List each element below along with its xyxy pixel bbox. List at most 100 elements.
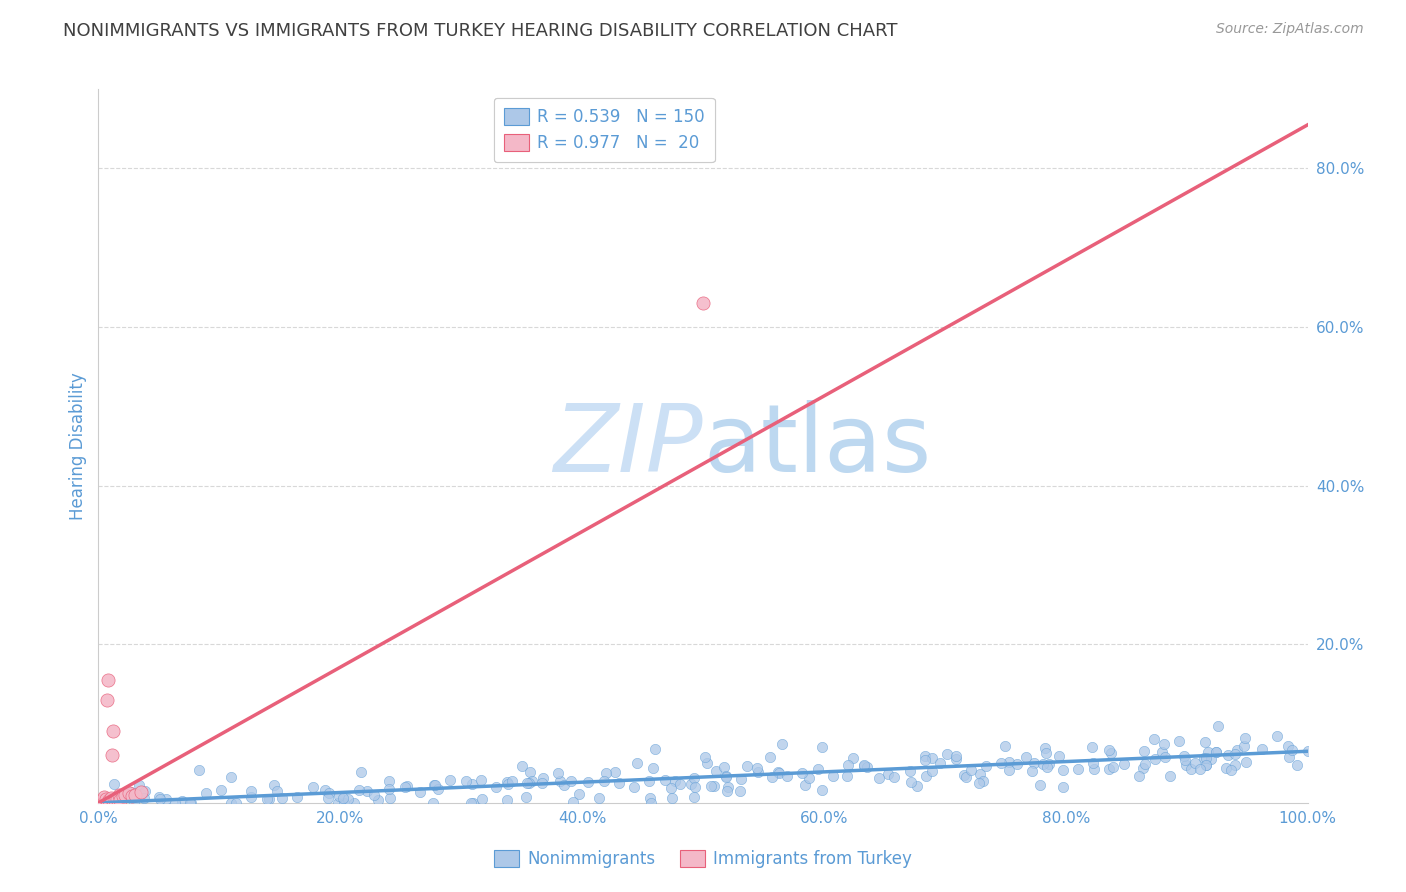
Point [692,296,714,310]
Point [1195,757,1218,772]
Legend: R = 0.539   N = 150, R = 0.977   N =  20: R = 0.539 N = 150, R = 0.977 N = 20 [494,97,714,162]
Point [768,765,790,780]
Point [792,766,814,780]
Point [1206,719,1229,733]
Point [263,778,285,792]
Point [1052,763,1074,777]
Point [1173,749,1195,764]
Point [1132,744,1154,758]
Point [1167,734,1189,748]
Point [96,692,118,706]
Point [969,766,991,780]
Point [301,780,323,794]
Point [1194,751,1216,765]
Point [271,791,294,805]
Point [823,769,845,783]
Point [998,764,1021,778]
Point [1281,743,1303,757]
Point [1205,745,1227,759]
Point [378,791,401,805]
Point [588,790,610,805]
Point [422,796,444,810]
Point [531,771,554,785]
Point [94,792,117,806]
Point [256,792,278,806]
Point [994,739,1017,754]
Point [118,789,141,804]
Point [856,760,879,774]
Point [461,777,484,791]
Point [128,778,150,792]
Point [1047,748,1070,763]
Point [1225,747,1247,761]
Point [122,796,145,810]
Point [1223,758,1246,772]
Point [108,796,131,810]
Point [97,790,120,805]
Point [852,759,875,773]
Point [1153,750,1175,764]
Point [811,740,834,755]
Point [1133,756,1156,771]
Point [717,780,740,794]
Point [148,790,170,805]
Point [945,749,967,764]
Point [921,750,943,764]
Point [426,782,449,797]
Point [120,785,142,799]
Text: Source: ZipAtlas.com: Source: ZipAtlas.com [1216,22,1364,37]
Point [661,791,683,805]
Point [900,775,922,789]
Point [776,768,799,782]
Point [519,765,541,780]
Point [1250,742,1272,756]
Text: NONIMMIGRANTS VS IMMIGRANTS FROM TURKEY HEARING DISABILITY CORRELATION CHART: NONIMMIGRANTS VS IMMIGRANTS FROM TURKEY … [63,22,898,40]
Point [343,796,366,810]
Point [1143,732,1166,747]
Point [172,794,194,808]
Point [1032,757,1054,772]
Point [921,764,943,778]
Point [87,794,110,808]
Point [496,774,519,789]
Point [837,758,859,772]
Point [1128,768,1150,782]
Point [332,791,354,805]
Point [1038,756,1060,771]
Point [654,772,676,787]
Point [129,788,152,802]
Point [811,783,834,797]
Point [531,776,554,790]
Point [747,764,769,779]
Point [100,748,122,763]
Point [1192,751,1215,765]
Point [1153,737,1175,751]
Point [1132,761,1154,775]
Point [93,790,115,805]
Point [460,796,482,810]
Point [104,793,127,807]
Point [953,768,976,782]
Point [1233,739,1256,754]
Legend: Nonimmigrants, Immigrants from Turkey: Nonimmigrants, Immigrants from Turkey [486,843,920,875]
Point [1175,758,1198,772]
Point [510,759,533,773]
Point [868,771,890,785]
Text: atlas: atlas [703,400,931,492]
Point [163,796,186,810]
Point [239,789,262,804]
Point [807,762,830,776]
Point [485,780,508,794]
Point [318,786,340,800]
Point [1035,746,1057,760]
Point [326,796,349,810]
Point [568,788,591,802]
Point [553,778,575,792]
Point [960,763,983,777]
Point [515,789,537,804]
Point [194,786,217,800]
Point [219,770,242,784]
Point [423,778,446,792]
Point [129,785,152,799]
Point [1159,769,1181,783]
